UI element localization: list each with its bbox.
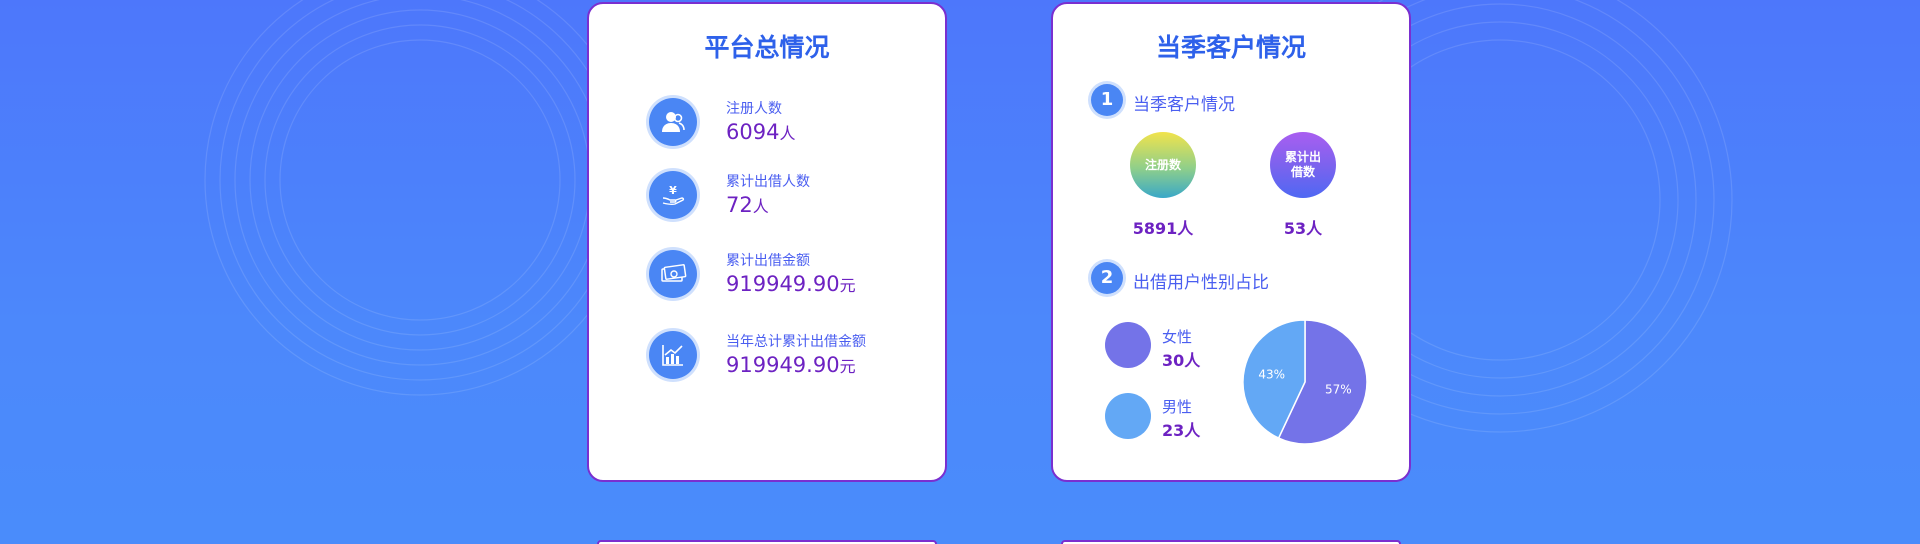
registered-bubble: 注册数 [1130,132,1196,198]
section-title: 出借用户性别占比 [1133,273,1269,293]
stat-unit: 人 [752,197,769,216]
stat-cumulative-lenders: ¥ 累计出借人数 72人 [649,171,929,231]
section-number: 1 [1091,84,1123,116]
stat-value: 6094人 [726,120,796,144]
male-label: 男性 [1162,398,1193,416]
male-count: 23人 [1162,421,1201,440]
pie-slice-female [1277,319,1368,445]
female-dot [1105,322,1151,368]
female-count: 30人 [1162,351,1201,370]
lending-bubble-label: 累计出借数 [1284,150,1321,179]
stat-unit: 元 [839,357,856,376]
stat-label: 累计出借金额 [726,253,810,269]
next-card-edge-right [1061,540,1401,544]
stat-unit: 人 [779,124,796,143]
platform-overview-card: 平台总情况 注册人数 6094人 ¥ 累计出借人数 72人 累计出借金额 919… [587,2,947,482]
season-title: 当季客户情况 [1155,33,1306,62]
users-icon [649,98,697,146]
stat-label: 累计出借人数 [726,174,810,190]
pie-label-male: 43% [1258,368,1285,382]
pie-label-female: 57% [1325,382,1352,396]
yen-hand-icon: ¥ [649,171,697,219]
section-title: 当季客户情况 [1133,95,1235,115]
pie-slice-male [1242,319,1306,440]
svg-text:¥: ¥ [669,184,677,197]
section-number: 2 [1091,262,1123,294]
next-card-edge-left [597,540,937,544]
season-customers-card: 当季客户情况 1 当季客户情况 注册数 5891人 累计出借数 53人 2 出借… [1051,2,1411,482]
stat-cumulative-amount: 累计出借金额 919949.90元 [649,250,929,310]
stat-value: 72人 [726,193,769,217]
male-dot [1105,393,1151,439]
registered-count: 5891人 [1132,219,1194,238]
stat-value: 919949.90元 [726,272,856,296]
stat-unit: 元 [839,276,856,295]
stat-registered-users: 注册人数 6094人 [649,98,929,158]
platform-title: 平台总情况 [704,33,830,62]
stat-label: 当年总计累计出借金额 [726,334,866,350]
lending-count: 53人 [1283,219,1323,238]
gender-pie-chart: 57% 43% [1242,319,1368,445]
lending-bubble: 累计出借数 [1270,132,1336,198]
stat-label: 注册人数 [726,101,782,117]
cash-icon [649,250,697,298]
stat-annual-amount: 当年总计累计出借金额 919949.90元 [649,331,929,391]
stat-value: 919949.90元 [726,353,856,377]
female-label: 女性 [1162,328,1193,346]
growth-chart-icon [649,331,697,379]
